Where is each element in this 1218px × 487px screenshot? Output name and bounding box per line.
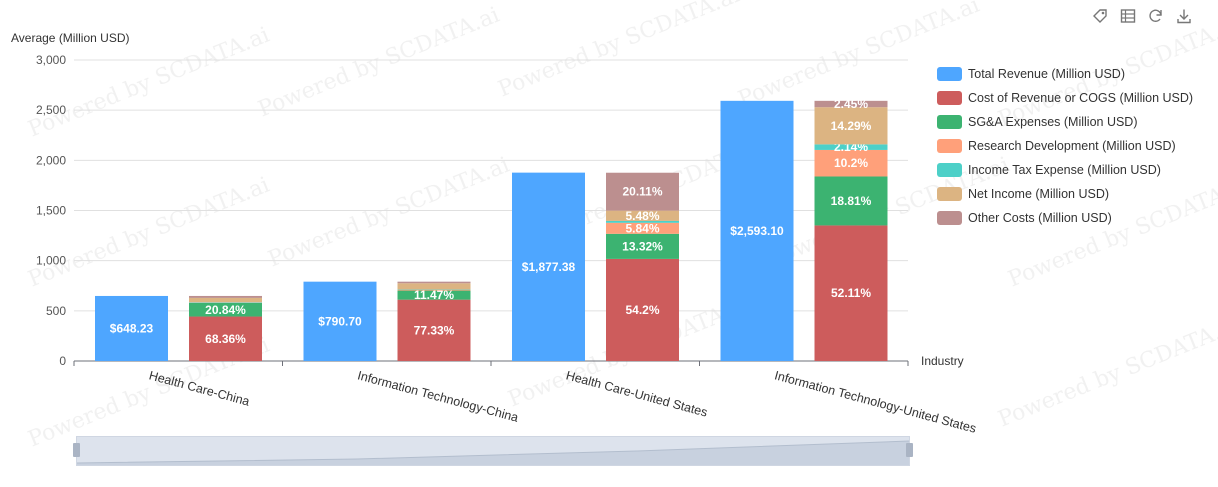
segment-label: 5.48% (625, 209, 659, 223)
bar-value-label: $2,593.10 (730, 224, 784, 238)
legend-item[interactable]: Cost of Revenue or COGS (Million USD) (937, 86, 1193, 110)
x-axis: Health Care-China Information Technology-… (73, 361, 978, 436)
segment-label: 10.2% (834, 156, 868, 170)
stack-segment (397, 290, 471, 300)
stack-segment (814, 149, 888, 177)
legend-label: Total Revenue (Million USD) (968, 67, 1126, 81)
legend-swatch (937, 67, 962, 81)
slider-handle-right[interactable] (906, 443, 913, 457)
legend: Total Revenue (Million USD) Cost of Reven… (937, 62, 1193, 230)
legend-swatch (937, 91, 962, 105)
stack-segment (606, 222, 679, 234)
stack-segment (189, 297, 262, 303)
legend-swatch (937, 187, 962, 201)
stack-segment (814, 107, 888, 145)
stack-segment (814, 176, 888, 226)
x-tick-label: Information Technology-China (356, 368, 520, 424)
legend-swatch (937, 163, 962, 177)
slider-handle-left[interactable] (73, 443, 80, 457)
segment-label: 20.84% (205, 303, 246, 317)
segment-label: 13.32% (622, 239, 663, 253)
y-tick-label: 1,500 (36, 204, 66, 218)
total-revenue-bar (95, 295, 168, 361)
y-tick-label: 2,000 (36, 153, 66, 167)
x-axis-title: Industry (921, 354, 964, 368)
stack-segment (606, 210, 679, 221)
segment-label: 52.11% (831, 286, 871, 300)
stack-segment (397, 299, 471, 361)
legend-item[interactable]: Other Costs (Million USD) (937, 206, 1193, 230)
bar-value-label: $1,877.38 (522, 260, 576, 274)
bars: $648.23 68.36% 20.84% $790.70 77.33% 11.47% $1… (95, 97, 888, 362)
x-tick-label: Health Care-China (147, 368, 251, 408)
stack-segment (397, 289, 471, 291)
legend-item[interactable]: Net Income (Million USD) (937, 182, 1193, 206)
y-axis: 0 500 1,000 1,500 2,000 2,500 3,000 (36, 53, 66, 368)
segment-label: 18.81% (831, 194, 872, 208)
legend-label: Income Tax Expense (Million USD) (968, 163, 1161, 177)
stack-segment (189, 295, 262, 298)
data-view-icon[interactable] (1118, 6, 1138, 26)
legend-item[interactable]: Income Tax Expense (Million USD) (937, 158, 1193, 182)
y-axis-title: Average (Million USD) (11, 31, 129, 45)
toolbox (1090, 6, 1194, 26)
stack-segment (397, 283, 471, 290)
refresh-icon[interactable] (1146, 6, 1166, 26)
stack-segment (397, 281, 471, 284)
segment-label: 54.2% (625, 303, 659, 317)
stack-segment (606, 258, 679, 361)
stack-segment (606, 172, 679, 211)
total-revenue-bar (720, 100, 794, 362)
legend-item[interactable]: Research Development (Million USD) (937, 134, 1193, 158)
segment-label: 2.45% (834, 97, 868, 111)
download-icon[interactable] (1174, 6, 1194, 26)
x-tick-label: Information Technology-United States (773, 368, 978, 435)
total-revenue-bar (303, 281, 377, 361)
y-tick-label: 500 (46, 304, 66, 318)
stack-segment (189, 316, 262, 361)
data-zoom-slider[interactable] (73, 436, 913, 466)
segment-label: 14.29% (831, 119, 872, 133)
stack-segment (189, 302, 262, 317)
legend-item[interactable]: Total Revenue (Million USD) (937, 62, 1193, 86)
x-tick-label: Health Care-United States (564, 368, 709, 419)
y-tick-label: 2,500 (36, 103, 66, 117)
tag-icon[interactable] (1090, 6, 1110, 26)
legend-swatch (937, 139, 962, 153)
segment-label: 5.84% (625, 221, 659, 235)
slider-preview (77, 440, 909, 465)
stack-segment (189, 302, 262, 303)
legend-label: Net Income (Million USD) (968, 187, 1110, 201)
legend-swatch (937, 211, 962, 225)
legend-label: Research Development (Million USD) (968, 139, 1176, 153)
y-tick-label: 3,000 (36, 53, 66, 67)
legend-swatch (937, 115, 962, 129)
stack-segment (606, 233, 679, 259)
bar-value-label: $648.23 (110, 321, 154, 335)
segment-label: 68.36% (205, 332, 246, 346)
segment-label: 20.11% (622, 185, 662, 199)
legend-item[interactable]: SG&A Expenses (Million USD) (937, 110, 1193, 134)
segment-label: 11.47% (414, 288, 454, 302)
legend-label: Other Costs (Million USD) (968, 211, 1112, 225)
bar-value-label: $790.70 (318, 314, 362, 328)
stack-segment (814, 100, 888, 108)
stack-segment (606, 220, 679, 223)
legend-label: SG&A Expenses (Million USD) (968, 115, 1138, 129)
legend-label: Cost of Revenue or COGS (Million USD) (968, 91, 1194, 105)
stack-segment (814, 225, 888, 361)
y-tick-label: 1,000 (36, 254, 66, 268)
y-tick-label: 0 (59, 354, 66, 368)
stack-segment (814, 144, 888, 150)
total-revenue-bar (512, 172, 585, 361)
segment-label: 77.33% (414, 323, 455, 337)
